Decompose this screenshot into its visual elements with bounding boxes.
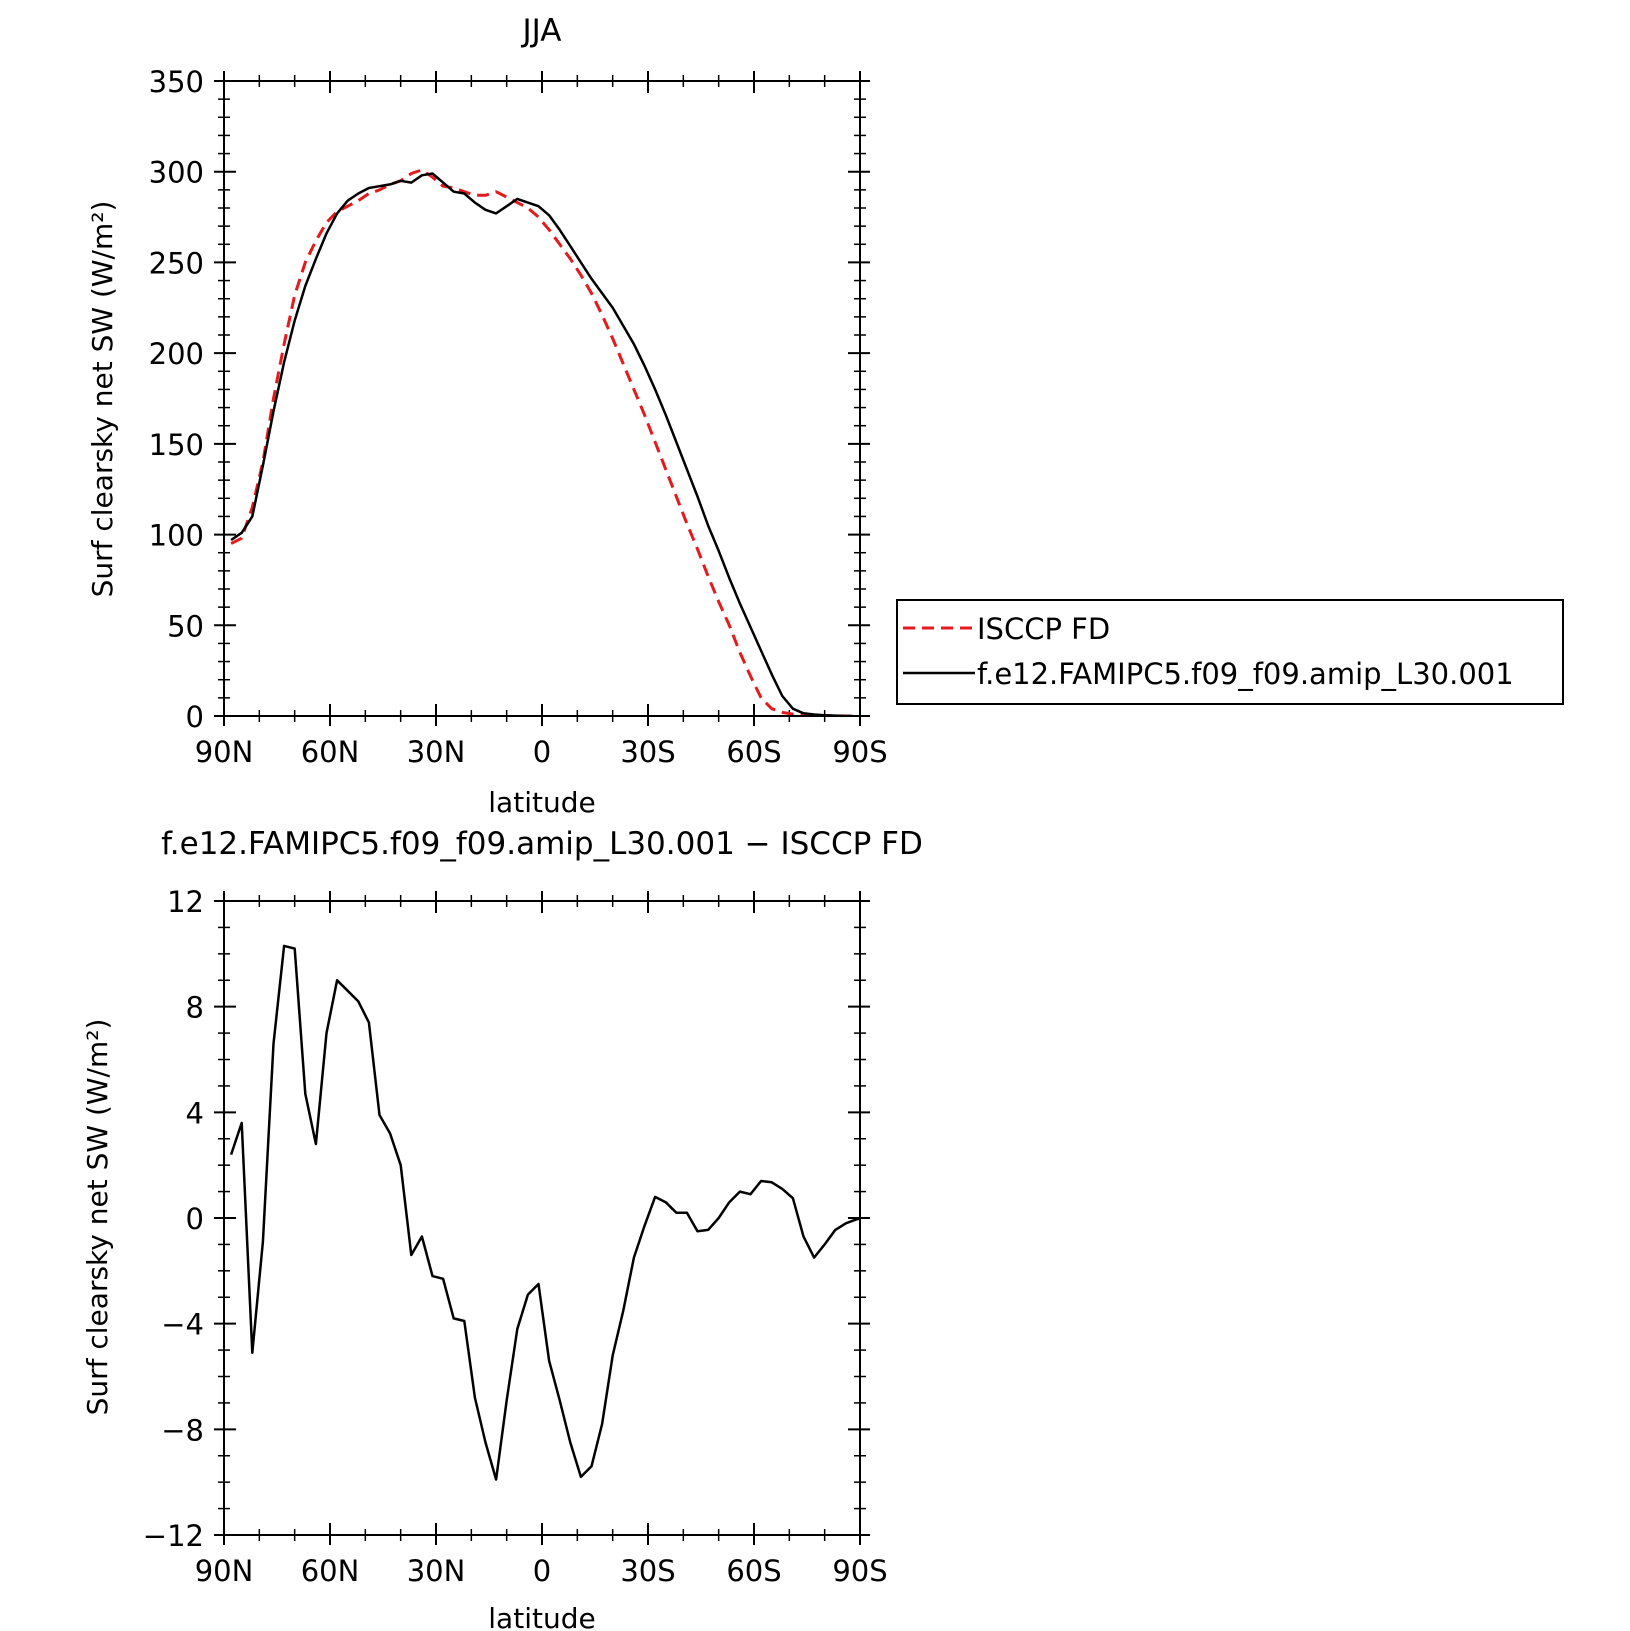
bottom-ticks [214,891,870,1545]
legend-box [896,599,1564,705]
top-x-tick-label: 90S [832,735,887,769]
bottom-y-tick-label: 12 [167,885,204,919]
top-y-tick-label: 250 [149,246,204,280]
top-y-tick-label: 200 [149,337,204,371]
top-x-tick-label: 60S [726,735,781,769]
bottom-x-tick-label: 90N [195,1554,254,1588]
top-y-tick-label: 300 [149,156,204,190]
top-ticks [214,71,870,726]
legend: ISCCP FD f.e12.FAMIPC5.f09_f09.amip_L30.… [896,599,1564,705]
bottom-tick-labels: 90N 60N 30N 0 30S 60S 90S −12 −8 −4 0 4 8 12 [143,885,888,1588]
top-y-tick-label: 50 [167,609,204,643]
bottom-x-tick-label: 0 [533,1554,551,1588]
top-x-axis-label: latitude [488,786,595,819]
top-y-tick-label: 100 [149,519,204,553]
bottom-x-axis-label: latitude [488,1602,595,1631]
bottom-x-tick-label: 60N [301,1554,360,1588]
top-series-line-0 [230,168,853,716]
top-panel: JJA 90N 60N 30N 0 30S 60S 90S 0 50 100 150 200 250 30… [86,13,1564,819]
top-tick-labels: 90N 60N 30N 0 30S 60S 90S 0 50 100 150 200 250 300 350 [149,65,888,769]
bottom-y-tick-label: −4 [161,1308,204,1342]
top-y-axis-label: Surf clearsky net SW (W/m²) [86,201,119,598]
legend-label-model: f.e12.FAMIPC5.f09_f09.amip_L30.001 [977,657,1514,691]
top-series-line-1 [230,172,853,716]
bottom-y-tick-label: 8 [186,991,204,1025]
top-x-tick-label: 30N [407,735,466,769]
bottom-y-tick-label: −8 [161,1413,204,1447]
bottom-title: f.e12.FAMIPC5.f09_f09.amip_L30.001 − ISC… [161,826,923,862]
bottom-x-tick-label: 30N [407,1554,466,1588]
bottom-y-tick-label: 4 [186,1096,204,1130]
bottom-x-tick-label: 90S [832,1554,887,1588]
top-x-tick-label: 60N [301,735,360,769]
bottom-x-tick-label: 30S [620,1554,675,1588]
bottom-plot-frame [223,900,861,1536]
top-title: JJA [521,13,562,49]
bottom-series-line-0 [229,944,860,1481]
bottom-x-tick-label: 60S [726,1554,781,1588]
top-y-tick-label: 0 [186,700,204,734]
bottom-panel: f.e12.FAMIPC5.f09_f09.amip_L30.001 − ISC… [81,826,923,1631]
top-y-tick-label: 150 [149,428,204,462]
bottom-series-lines [229,944,860,1481]
top-x-tick-label: 90N [195,735,254,769]
bottom-y-axis-label: Surf clearsky net SW (W/m²) [81,1019,114,1416]
top-plot-frame [223,80,861,717]
legend-label-isccp: ISCCP FD [977,612,1110,646]
top-x-tick-label: 30S [620,735,675,769]
bottom-y-tick-label: −12 [143,1519,204,1553]
bottom-y-tick-label: 0 [186,1202,204,1236]
top-series-lines [230,168,853,716]
top-x-tick-label: 0 [533,735,551,769]
top-y-tick-label: 350 [149,65,204,99]
